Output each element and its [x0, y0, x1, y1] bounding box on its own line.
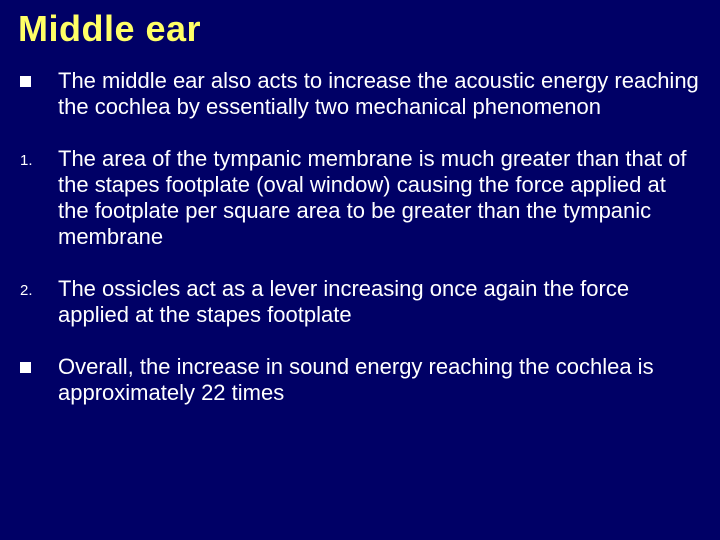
list-item: 2. The ossicles act as a lever increasin… — [18, 276, 702, 328]
list-item: The middle ear also acts to increase the… — [18, 68, 702, 120]
bullet-square-icon — [18, 68, 58, 91]
body-text: The middle ear also acts to increase the… — [58, 68, 702, 120]
list-item: Overall, the increase in sound energy re… — [18, 354, 702, 406]
bullet-square-icon — [18, 354, 58, 377]
body-text: The area of the tympanic membrane is muc… — [58, 146, 702, 250]
list-item: 1. The area of the tympanic membrane is … — [18, 146, 702, 250]
slide-title: Middle ear — [18, 8, 702, 50]
bullet-number: 1. — [18, 146, 58, 169]
bullet-number: 2. — [18, 276, 58, 299]
body-text: Overall, the increase in sound energy re… — [58, 354, 702, 406]
body-text: The ossicles act as a lever increasing o… — [58, 276, 702, 328]
